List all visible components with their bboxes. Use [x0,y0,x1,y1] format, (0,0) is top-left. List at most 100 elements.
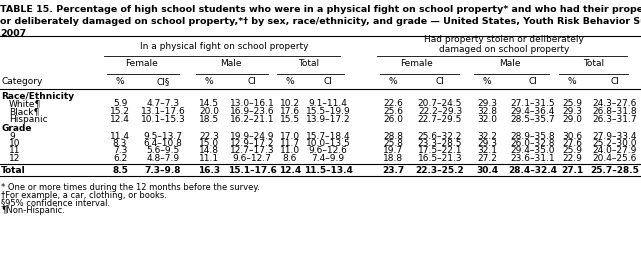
Text: 11.0: 11.0 [280,146,300,155]
Text: 5.6–9.5: 5.6–9.5 [146,146,179,155]
Text: Male: Male [499,60,520,68]
Text: 22.2–29.3: 22.2–29.3 [418,107,462,116]
Text: 10.0–13.5: 10.0–13.5 [306,139,351,148]
Text: 23.3–28.5: 23.3–28.5 [418,139,462,148]
Text: 18.8: 18.8 [383,154,403,163]
Text: 16.5–21.3: 16.5–21.3 [418,154,462,163]
Text: 13.9–17.2: 13.9–17.2 [306,115,351,124]
Text: In a physical fight on school property: In a physical fight on school property [140,43,308,51]
Text: 2007: 2007 [0,29,26,38]
Text: 29.0: 29.0 [562,115,582,124]
Text: 27.1–31.5: 27.1–31.5 [511,99,555,108]
Text: 22.7–29.5: 22.7–29.5 [418,115,462,124]
Text: 11: 11 [9,146,21,155]
Text: CI: CI [436,77,444,86]
Text: CI: CI [529,77,537,86]
Text: 7.4–9.9: 7.4–9.9 [312,154,345,163]
Text: 30.6: 30.6 [562,132,582,141]
Text: 16.2–21.1: 16.2–21.1 [229,115,274,124]
Text: 9.1–11.4: 9.1–11.4 [308,99,347,108]
Text: 5.9: 5.9 [113,99,127,108]
Text: 7.3–9.8: 7.3–9.8 [145,166,181,175]
Text: %: % [286,77,294,86]
Text: 17.6: 17.6 [280,107,300,116]
Text: Female: Female [125,60,158,68]
Text: 8.5: 8.5 [112,166,128,175]
Text: 22.9: 22.9 [562,154,582,163]
Text: 32.1: 32.1 [477,146,497,155]
Text: 26.3–31.7: 26.3–31.7 [593,115,637,124]
Text: 32.0: 32.0 [477,115,497,124]
Text: 4.7–7.3: 4.7–7.3 [146,99,179,108]
Text: 27.1: 27.1 [561,166,583,175]
Text: 22.3: 22.3 [199,132,219,141]
Text: 16.3: 16.3 [198,166,220,175]
Text: 28.4–32.4: 28.4–32.4 [508,166,558,175]
Text: CI: CI [247,77,256,86]
Text: 25.6: 25.6 [383,107,403,116]
Text: 29.4–36.4: 29.4–36.4 [511,107,555,116]
Text: †For example, a car, clothing, or books.: †For example, a car, clothing, or books. [1,191,167,199]
Text: 28.9–35.8: 28.9–35.8 [511,132,555,141]
Text: 24.0–27.9: 24.0–27.9 [593,146,637,155]
Text: %: % [483,77,491,86]
Text: 27.2: 27.2 [477,154,497,163]
Text: 27.6: 27.6 [562,139,582,148]
Text: 25.8: 25.8 [383,139,403,148]
Text: 9: 9 [9,132,15,141]
Text: %: % [568,77,576,86]
Text: White¶: White¶ [9,99,42,108]
Text: TABLE 15. Percentage of high school students who were in a physical fight on sch: TABLE 15. Percentage of high school stud… [0,5,641,14]
Text: Category: Category [1,77,43,86]
Text: 14.5: 14.5 [199,99,219,108]
Text: 16.9–23.6: 16.9–23.6 [229,107,274,116]
Text: 25.7–28.5: 25.7–28.5 [590,166,640,175]
Text: Black¶: Black¶ [9,107,39,116]
Text: 18.5: 18.5 [199,115,219,124]
Text: 22.3–25.2: 22.3–25.2 [415,166,464,175]
Text: * One or more times during the 12 months before the survey.: * One or more times during the 12 months… [1,183,260,192]
Text: 29.4–35.0: 29.4–35.0 [511,146,555,155]
Text: Had property stolen or deliberately
damaged on school property: Had property stolen or deliberately dama… [424,35,584,54]
Text: 26.0: 26.0 [383,115,403,124]
Text: 19.7: 19.7 [383,146,403,155]
Text: 13.0–16.1: 13.0–16.1 [229,99,274,108]
Text: 11.7: 11.7 [280,139,300,148]
Text: 11.1: 11.1 [199,154,219,163]
Text: 12: 12 [9,154,21,163]
Text: Male: Male [220,60,241,68]
Text: %: % [204,77,213,86]
Text: 29.3: 29.3 [477,99,497,108]
Text: 10.2: 10.2 [280,99,300,108]
Text: 15.0: 15.0 [199,139,219,148]
Text: Total: Total [583,60,604,68]
Text: 17.5–22.1: 17.5–22.1 [418,146,462,155]
Text: Hispanic: Hispanic [9,115,47,124]
Text: 11.5–13.4: 11.5–13.4 [304,166,353,175]
Text: CI: CI [611,77,619,86]
Text: 25.9: 25.9 [562,99,582,108]
Text: 22.6: 22.6 [383,99,403,108]
Text: %: % [388,77,397,86]
Text: 12.7–17.3: 12.7–17.3 [229,146,274,155]
Text: 32.2: 32.2 [477,132,497,141]
Text: 20.7–24.5: 20.7–24.5 [418,99,462,108]
Text: 32.8: 32.8 [477,107,497,116]
Text: 15.5–19.9: 15.5–19.9 [306,107,351,116]
Text: 8.3: 8.3 [113,139,127,148]
Text: 15.2: 15.2 [110,107,130,116]
Text: 17.0: 17.0 [280,132,300,141]
Text: Race/Ethnicity: Race/Ethnicity [1,92,74,100]
Text: 23.7: 23.7 [382,166,404,175]
Text: 24.3–27.6: 24.3–27.6 [593,99,637,108]
Text: 29.3: 29.3 [477,139,497,148]
Text: 15.5: 15.5 [280,115,300,124]
Text: %: % [115,77,124,86]
Text: 13.1–17.6: 13.1–17.6 [140,107,185,116]
Text: §95% confidence interval.: §95% confidence interval. [1,198,110,207]
Text: 4.8–7.9: 4.8–7.9 [146,154,179,163]
Text: 9.6–12.7: 9.6–12.7 [233,154,271,163]
Text: 28.5–35.7: 28.5–35.7 [511,115,555,124]
Text: 29.3: 29.3 [562,107,582,116]
Text: Grade: Grade [1,124,32,133]
